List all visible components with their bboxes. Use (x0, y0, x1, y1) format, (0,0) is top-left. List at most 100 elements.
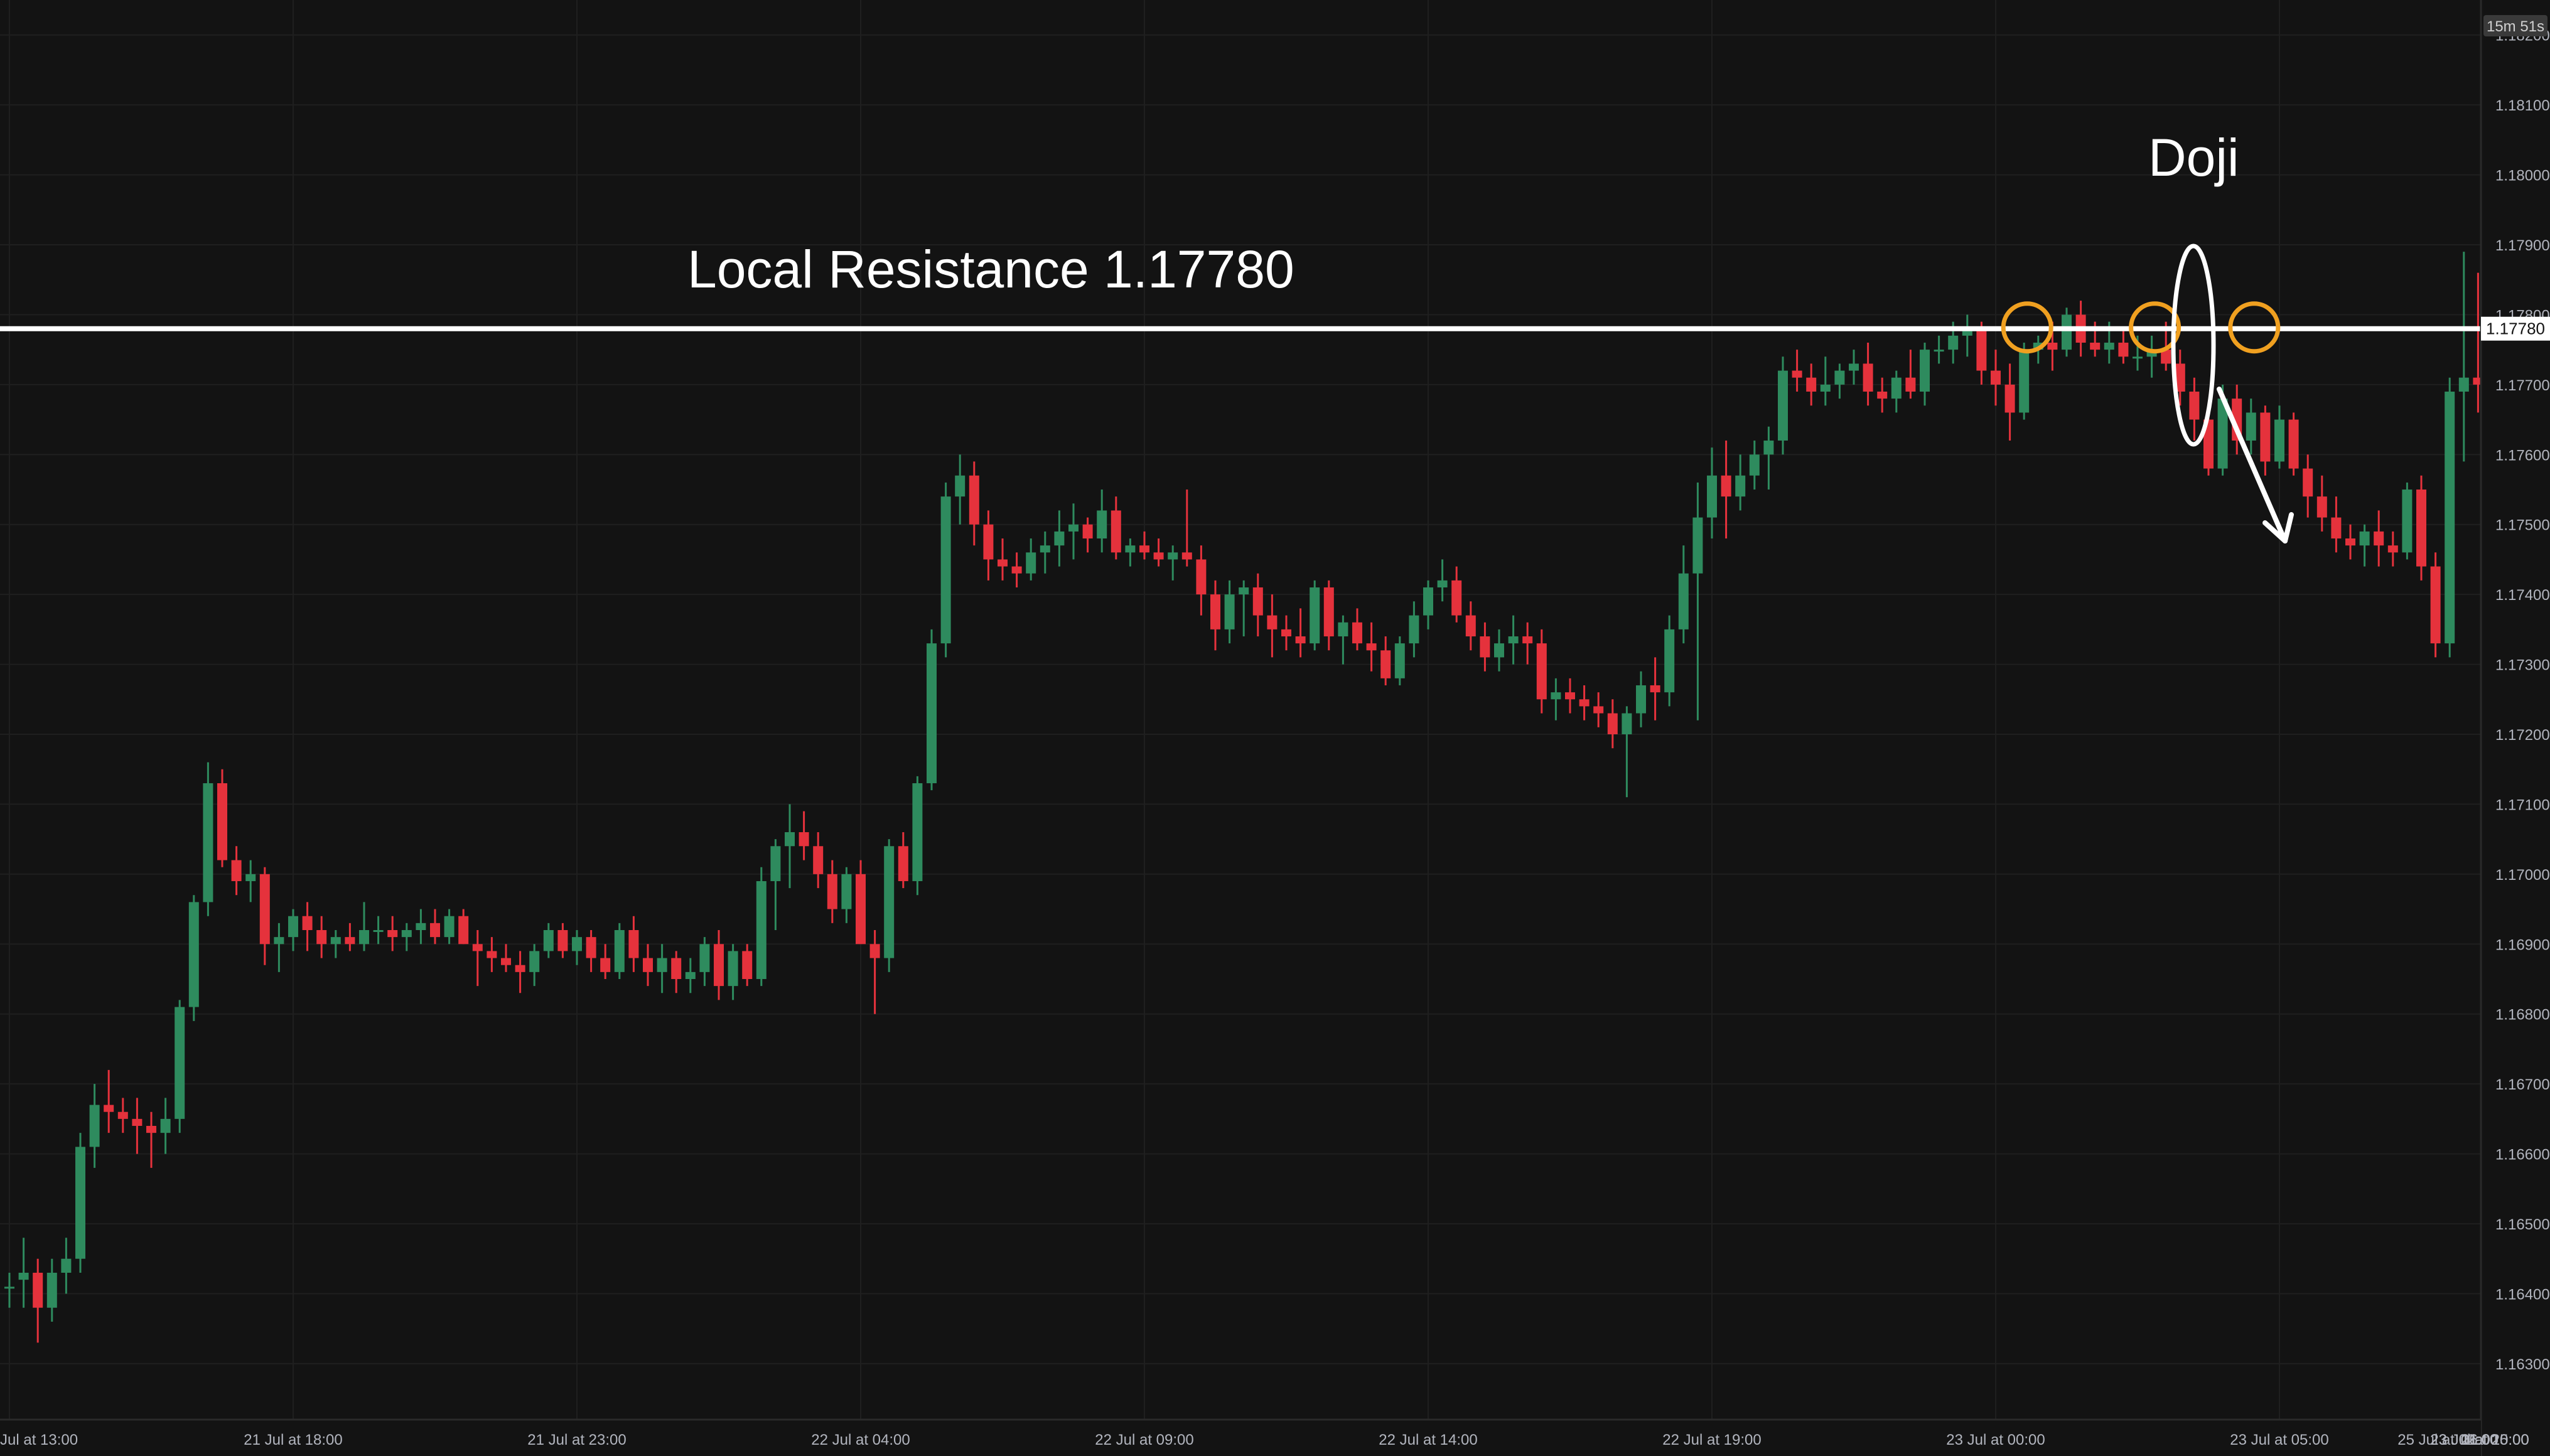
candle-body (2317, 496, 2327, 517)
candle-body (487, 951, 497, 958)
candle-body (1409, 616, 1419, 644)
candle-body (1168, 552, 1178, 559)
candle-body (1054, 532, 1064, 545)
candle-body (1281, 629, 1291, 636)
candle-body (2133, 356, 2143, 358)
candle-body (1579, 699, 1590, 706)
candle-body (2345, 538, 2355, 545)
candle (2062, 308, 2072, 356)
current-price-tag: 1.17780 (2481, 317, 2550, 341)
candle (1310, 581, 1320, 650)
candle-body (374, 930, 384, 932)
candle-body (1849, 363, 1859, 370)
candle-body (2005, 385, 2015, 413)
candle-body (770, 846, 780, 881)
candle-body (841, 874, 851, 909)
candle-body (1877, 392, 1887, 399)
candle-body (2090, 343, 2100, 350)
candle-body (33, 1273, 43, 1308)
x-tick-label: 22 Jul at 09:00 (1095, 1432, 1193, 1448)
candle-body (19, 1273, 29, 1280)
y-tick-label: 1.18100 (2495, 97, 2550, 114)
candle-body (785, 832, 795, 846)
candle-body (643, 958, 653, 972)
candle-body (1976, 329, 1986, 371)
candle-body (1253, 587, 1263, 616)
candle-body (998, 559, 1008, 566)
x-tick-label: 21 Jul at 18:00 (244, 1432, 342, 1448)
price-axis[interactable]: 1.182001.181001.180001.179001.178001.177… (2481, 0, 2550, 1456)
candle-body (1905, 378, 1915, 392)
candle-body (686, 972, 696, 979)
candle-body (132, 1119, 142, 1126)
candle-body (1679, 574, 1689, 629)
candle-body (2189, 392, 2199, 420)
candle-body (912, 783, 922, 881)
candle-body (260, 874, 270, 944)
candle-body (1395, 643, 1405, 678)
candle-body (1821, 385, 1831, 392)
candle-body (1920, 350, 1930, 392)
candle-body (969, 476, 979, 525)
candle-body (75, 1147, 85, 1258)
candle-body (1040, 545, 1050, 552)
candle-body (600, 958, 610, 972)
doji-label: Doji (2148, 128, 2239, 187)
candle-body (1891, 378, 1902, 399)
candle-body (657, 958, 667, 972)
candle-body (1438, 581, 1448, 587)
y-tick-label: 1.18000 (2495, 168, 2550, 185)
candle-body (1537, 643, 1547, 699)
timer-badge: 15m 51s (2483, 15, 2547, 36)
candle-body (1650, 685, 1660, 692)
candle-body (1338, 623, 1348, 636)
candle-body (473, 944, 483, 951)
candle-body (146, 1126, 156, 1133)
candle-body (515, 965, 525, 972)
candle (912, 776, 922, 895)
candle (2416, 476, 2426, 581)
candle-body (2274, 420, 2284, 462)
candle-body (1863, 363, 1873, 392)
y-tick-label: 1.16500 (2495, 1216, 2550, 1233)
candle-body (1466, 616, 1476, 636)
candle-body (1494, 643, 1504, 657)
resistance-label: Local Resistance 1.17780 (687, 240, 1294, 299)
y-tick-label: 1.17300 (2495, 657, 2550, 674)
candle-body (1593, 706, 1603, 713)
candle-body (615, 930, 625, 972)
time-axis[interactable]: Jul at 13:00 21 Jul at 18:00 21 Jul at 23:… (0, 1420, 2529, 1456)
candle-body (203, 783, 213, 902)
candle-body (856, 874, 866, 944)
candle (884, 839, 894, 972)
candle-body (1934, 350, 1944, 351)
candle-body (2402, 490, 2412, 552)
y-tick-label: 1.17000 (2495, 867, 2550, 884)
candle-body (1636, 685, 1646, 714)
x-tick-label: 23 Jul at 05:00 (2230, 1432, 2328, 1448)
candle-body (1622, 714, 1632, 734)
candle-body (728, 951, 738, 986)
candle-body (1721, 476, 1731, 496)
y-tick-label: 1.17700 (2495, 377, 2550, 394)
candle-body (1522, 636, 1532, 643)
candle-body (1707, 476, 1717, 518)
candle-body (1692, 518, 1703, 574)
candle-body (2303, 469, 2313, 497)
candle-body (2047, 343, 2057, 350)
candle-body (671, 958, 681, 979)
candle-body (2374, 532, 2384, 545)
x-tick-label: 23 Jul at 00:00 (1946, 1432, 2045, 1448)
candle (1778, 356, 1788, 454)
candle-body (1763, 441, 1773, 454)
candle-body (983, 525, 993, 560)
candle (2431, 552, 2441, 657)
candle-body (699, 944, 709, 972)
candle-body (217, 783, 227, 860)
candle-body (1991, 371, 2001, 385)
candle-body (1125, 545, 1135, 552)
candle-body (387, 930, 397, 937)
candle-body (1380, 650, 1391, 678)
candle (75, 1133, 85, 1273)
candle-body (1111, 510, 1121, 552)
